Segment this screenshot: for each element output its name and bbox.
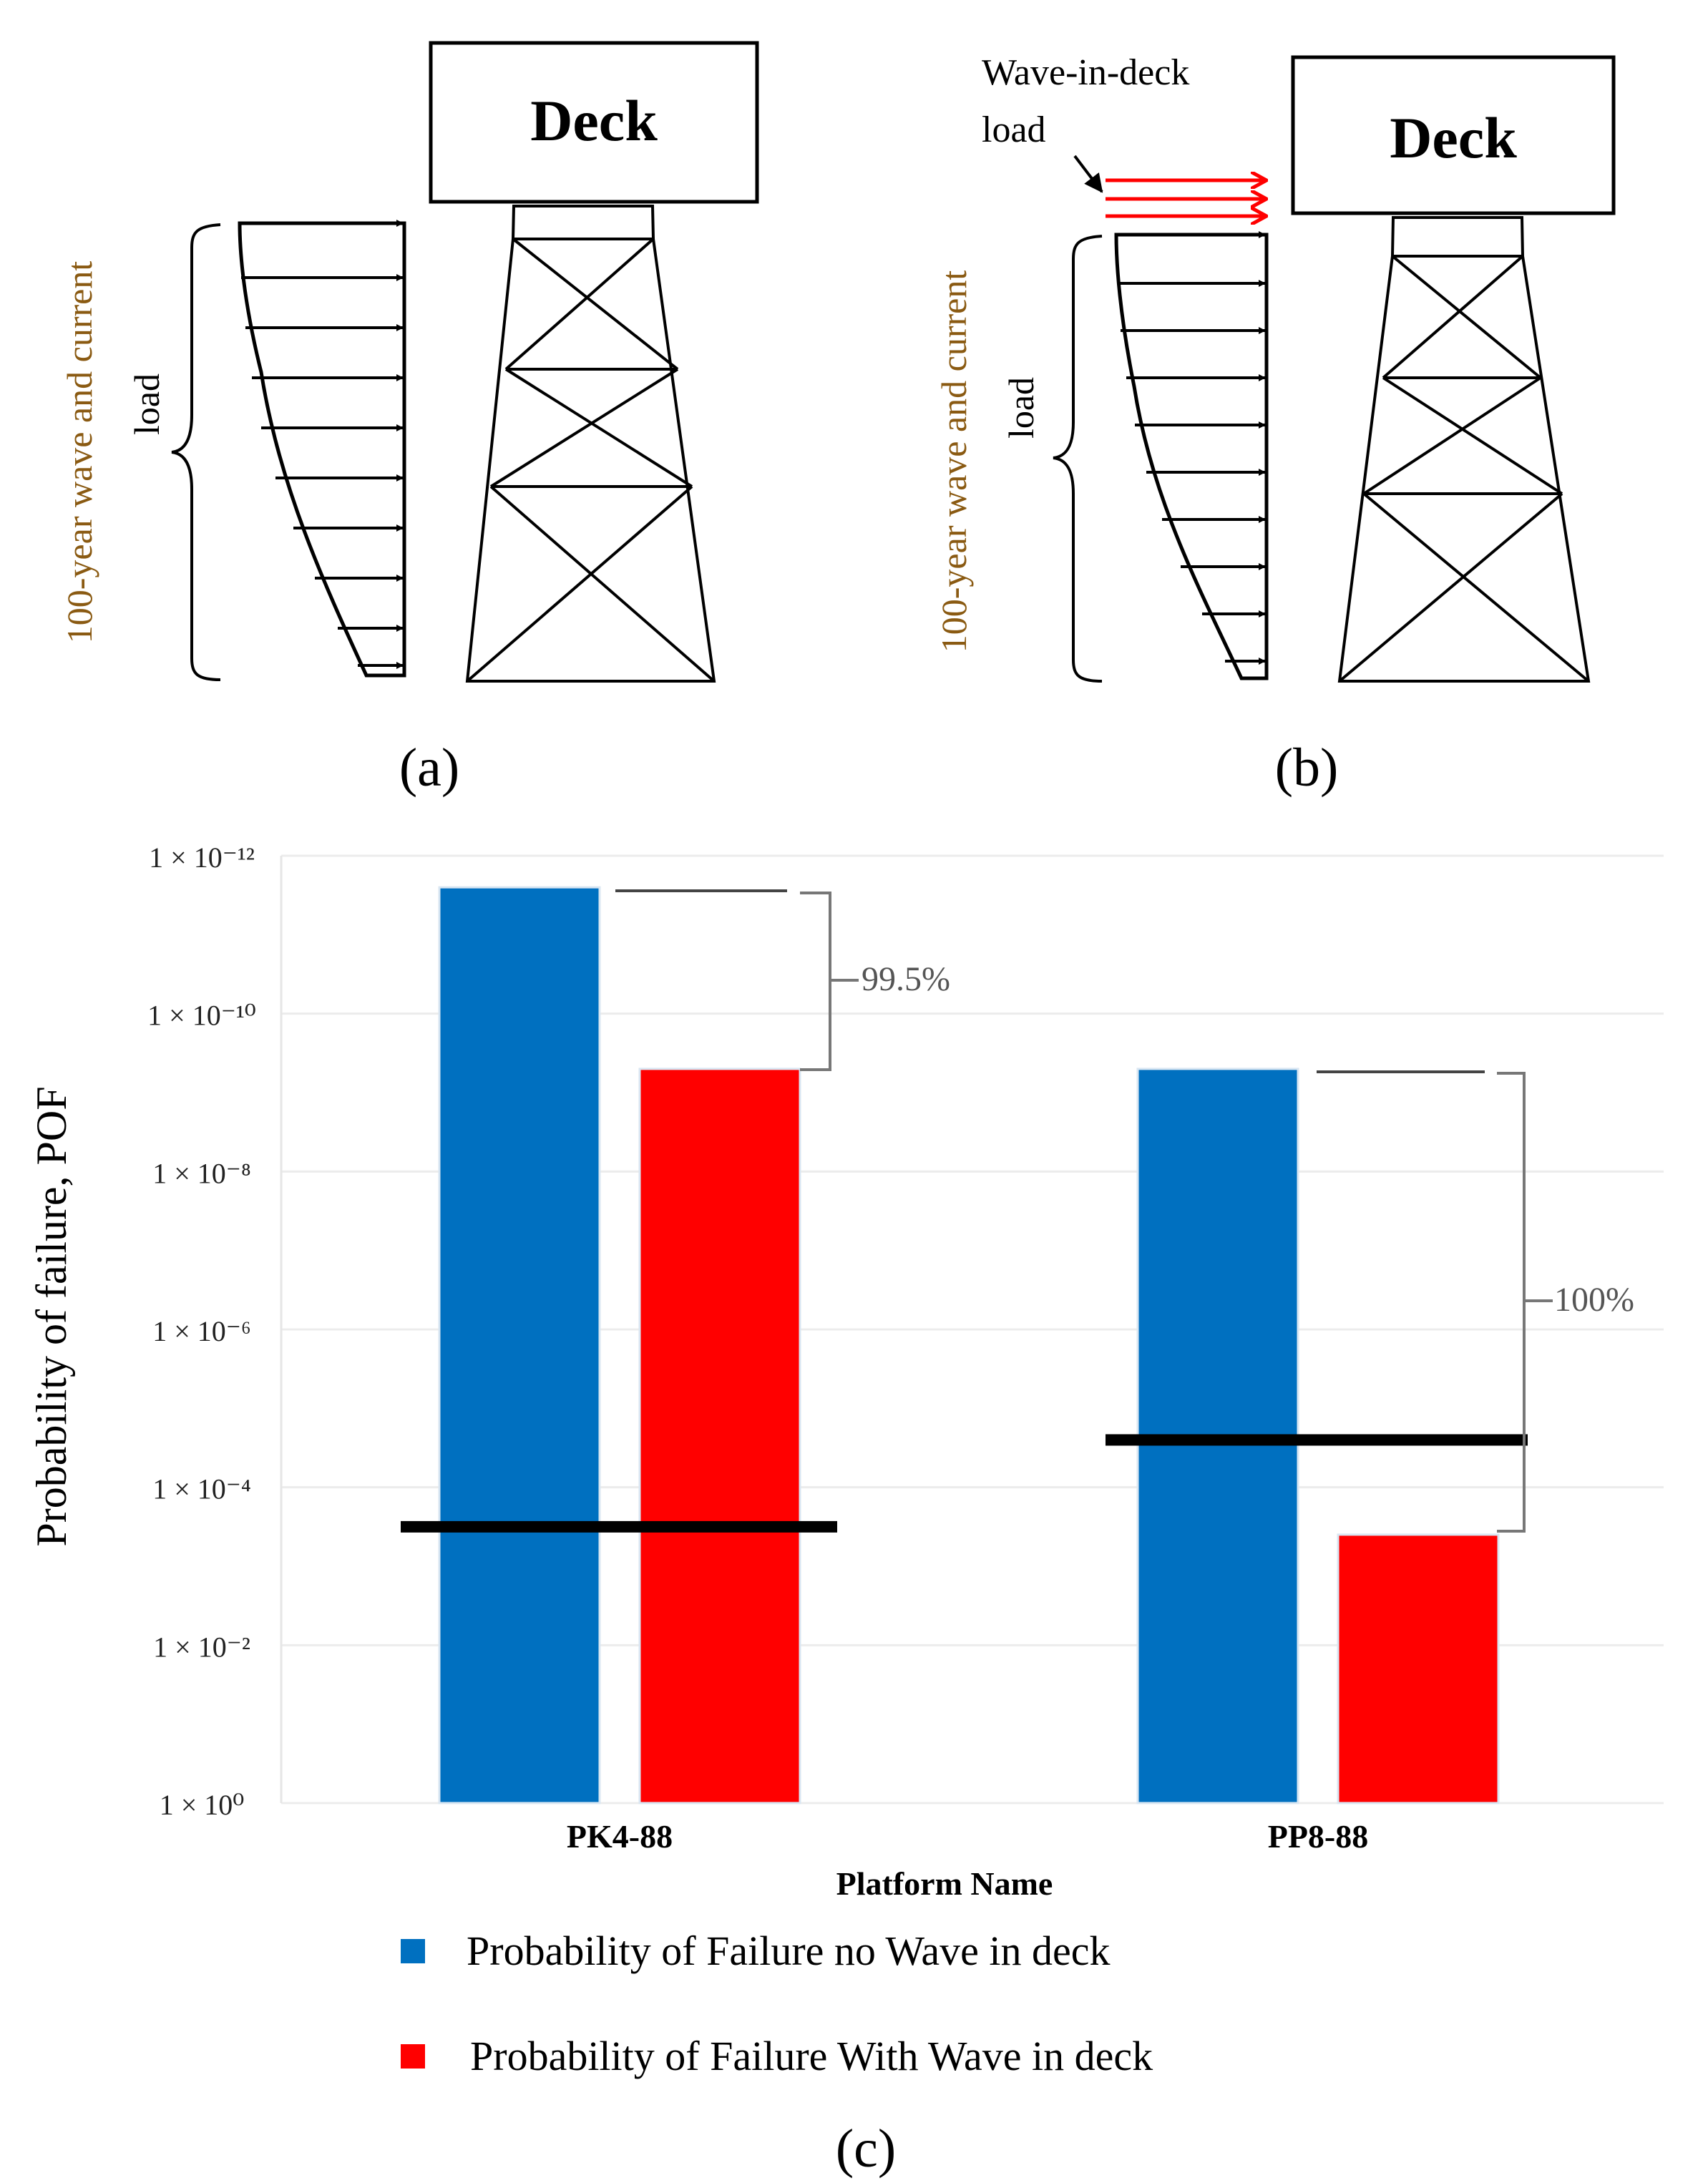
y-tick-label: 1 × 10⁻¹² [149, 841, 255, 874]
caption-c: (c) [836, 2119, 896, 2179]
y-axis-title: Probability of failure, POF [28, 1086, 75, 1546]
jacket-tower-b [1337, 216, 1591, 683]
bars [438, 886, 1500, 1804]
y-tick-label: 1 × 10⁻² [153, 1631, 250, 1663]
threshold-lines [401, 1434, 1528, 1533]
legend-swatch-no-wave [401, 1939, 425, 1963]
annotation-bracket-pp8 [1317, 1070, 1553, 1533]
jacket-tower-a [465, 205, 716, 683]
deck-box-b [1291, 55, 1616, 215]
legend: Probability of Failure no Wave in deck P… [401, 1928, 1153, 2079]
wave-current-load-profile-a [238, 220, 406, 678]
wave-current-load-profile-b [1114, 231, 1269, 680]
legend-swatch-with-wave [401, 2044, 425, 2069]
panel-b: Deck [934, 52, 1616, 798]
bar-with-wave-pp8-88 [1337, 1533, 1500, 1804]
brace-b [1053, 235, 1103, 683]
y-tick-label: 1 × 10⁻¹⁰ [147, 1000, 256, 1032]
deck-label-b: Deck [1390, 105, 1517, 170]
bar-no-wave-pk4-88 [438, 886, 601, 1804]
wave-in-deck-label-line2: load [982, 109, 1046, 150]
caption-a: (a) [399, 738, 459, 798]
panel-a: Deck [59, 41, 759, 798]
wave-in-deck-arrows [1106, 180, 1267, 216]
y-tick-label: 1 × 10⁻⁶ [152, 1315, 251, 1347]
brace-a [171, 223, 221, 681]
load-label-a-line1: 100-year wave and current [59, 261, 99, 644]
wave-in-deck-pointer [1073, 155, 1103, 193]
deck-label-a: Deck [530, 88, 658, 153]
x-category-label-pp8: PP8-88 [1268, 1818, 1369, 1855]
wave-in-deck-label-line1: Wave-in-deck [982, 52, 1189, 93]
deck-box-a [429, 41, 759, 204]
y-tick-labels: 1 × 10⁰ 1 × 10⁻² 1 × 10⁻⁴ 1 × 10⁻⁶ 1 × 10⁻⁸ 1… [147, 841, 256, 1821]
panel-c-chart: 1 × 10⁰ 1 × 10⁻² 1 × 10⁻⁴ 1 × 10⁻⁶ 1 × 10⁻⁸ 1… [28, 841, 1664, 2179]
y-tick-label: 1 × 10⁰ [160, 1789, 245, 1821]
caption-b: (b) [1275, 738, 1339, 798]
legend-label-no-wave: Probability of Failure no Wave in deck [467, 1928, 1111, 1974]
annotation-99-5: 99.5% [862, 960, 950, 998]
y-tick-label: 1 × 10⁻⁴ [152, 1473, 251, 1505]
load-label-a-line2: load [127, 373, 167, 435]
annotation-100: 100% [1554, 1281, 1634, 1319]
x-category-label-pk4: PK4-88 [567, 1818, 673, 1855]
bar-with-wave-pk4-88 [638, 1068, 801, 1804]
load-label-b-line1: 100-year wave and current [934, 270, 974, 653]
annotation-bracket-pk4 [615, 889, 859, 1071]
load-label-b-line2: load [1001, 377, 1041, 439]
y-tick-label: 1 × 10⁻⁸ [152, 1157, 251, 1189]
legend-label-with-wave: Probability of Failure With Wave in deck [470, 2033, 1153, 2079]
x-axis-title: Platform Name [836, 1865, 1053, 1902]
